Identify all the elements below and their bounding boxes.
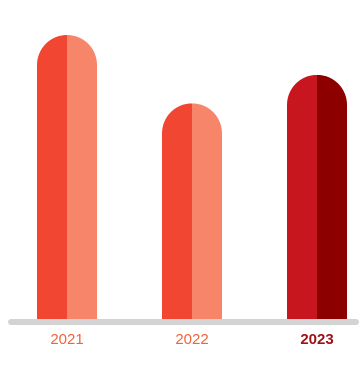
- bar-2023-left-half: [287, 74, 317, 321]
- bar-2021-right-half: [67, 35, 97, 320]
- x-axis-baseline: [8, 319, 359, 325]
- bar-2021: [37, 35, 97, 320]
- bars-layer: [37, 35, 347, 321]
- bar-2021-left-half: [37, 35, 67, 320]
- x-tick-label-2021: 2021: [50, 331, 83, 348]
- x-tick-label-2023: 2023: [300, 331, 333, 348]
- bar-2023: [287, 74, 347, 321]
- bar-2022-right-half: [192, 103, 222, 321]
- bar-2022-left-half: [162, 103, 192, 321]
- bar-2022: [162, 103, 222, 321]
- bar-2023-right-half: [317, 74, 347, 321]
- x-tick-label-2022: 2022: [175, 331, 208, 348]
- x-tick-labels: 2021 2022 2023: [50, 331, 333, 348]
